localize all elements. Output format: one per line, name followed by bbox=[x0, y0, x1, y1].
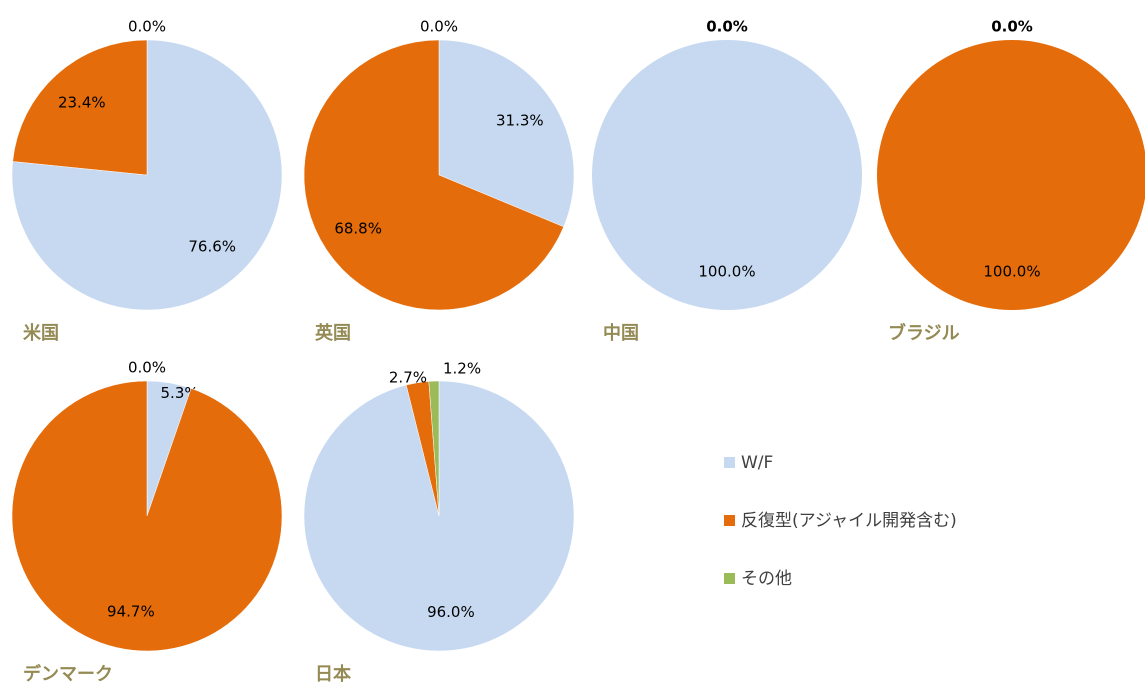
pie-title: デンマーク bbox=[23, 663, 113, 685]
data-label: 68.8% bbox=[334, 219, 382, 237]
legend-swatch bbox=[724, 515, 735, 526]
pie-slice bbox=[428, 380, 440, 517]
pie-title: ブラジル bbox=[888, 322, 960, 344]
pie-slice bbox=[877, 40, 1145, 310]
pie-slice bbox=[592, 40, 862, 310]
data-label: 96.0% bbox=[427, 603, 475, 621]
data-label: 23.4% bbox=[58, 93, 106, 111]
pie-slice bbox=[303, 39, 564, 311]
data-label: 1.2% bbox=[443, 360, 481, 378]
data-label: 31.3% bbox=[496, 112, 544, 130]
legend-label: その他 bbox=[741, 569, 792, 589]
pie-title: 中国 bbox=[603, 322, 639, 344]
data-label: 0.0% bbox=[128, 18, 166, 36]
data-label: 0.0% bbox=[991, 18, 1033, 36]
data-label: 0.0% bbox=[420, 18, 458, 36]
pie-slice bbox=[12, 39, 148, 176]
legend-label: 反復型(アジャイル開発含む) bbox=[741, 511, 957, 531]
data-label: 100.0% bbox=[983, 263, 1040, 281]
pie-title: 日本 bbox=[315, 663, 351, 685]
pie-title: 英国 bbox=[314, 322, 351, 344]
data-label: 100.0% bbox=[698, 263, 755, 281]
data-label: 0.0% bbox=[128, 359, 166, 377]
data-label: 76.6% bbox=[188, 238, 236, 256]
pie-slice bbox=[11, 380, 283, 652]
data-label: 94.7% bbox=[107, 602, 155, 620]
legend-swatch bbox=[724, 573, 735, 584]
legend-label: W/F bbox=[741, 453, 773, 473]
pie-title: 米国 bbox=[23, 322, 59, 344]
pie-slice bbox=[438, 39, 575, 228]
legend-swatch bbox=[724, 457, 735, 468]
data-label: 2.7% bbox=[389, 369, 427, 387]
data-label: 0.0% bbox=[706, 18, 748, 36]
